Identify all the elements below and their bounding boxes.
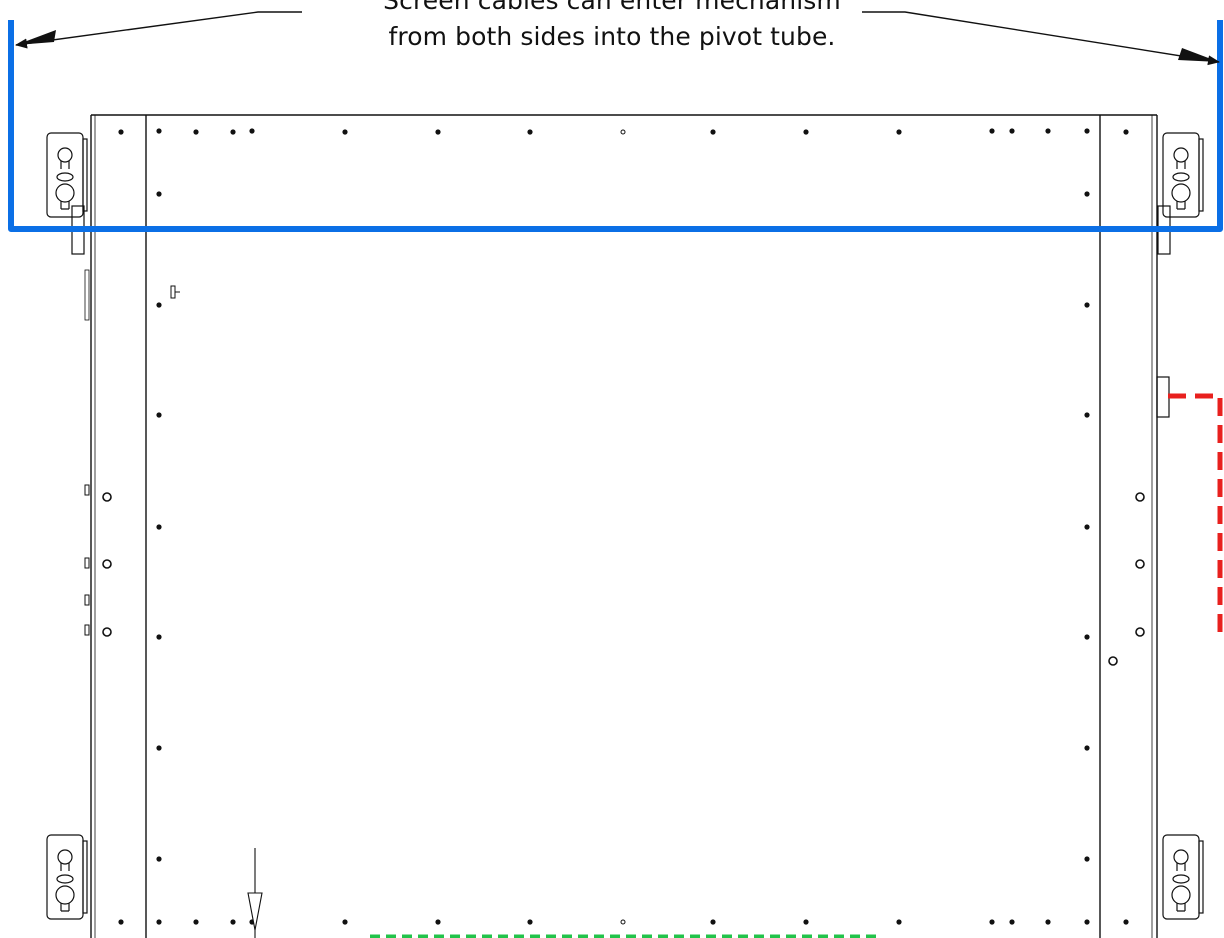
screw-hole-icon bbox=[710, 129, 716, 135]
cable-path-blue bbox=[8, 20, 1223, 232]
screw-hole-icon bbox=[710, 919, 716, 925]
screw-hole-icon bbox=[1009, 128, 1015, 134]
screw-hole-icon bbox=[249, 128, 255, 134]
screw-hole-icon bbox=[1123, 129, 1129, 135]
keyhole-brackets bbox=[46, 132, 1204, 920]
screw-hole-icon bbox=[1084, 128, 1090, 134]
screw-hole-icon bbox=[620, 919, 626, 925]
screw-hole-icon bbox=[342, 129, 348, 135]
screw-hole-icon bbox=[1084, 745, 1090, 751]
screw-hole-icon bbox=[156, 919, 162, 925]
screw-hole-icon bbox=[156, 191, 162, 197]
screw-hole-icon bbox=[1084, 302, 1090, 308]
screen-panel bbox=[71, 114, 1171, 938]
screw-hole-icon bbox=[989, 128, 995, 134]
annotation-leaders bbox=[15, 11, 1220, 66]
keyhole-bracket-icon bbox=[1162, 834, 1204, 920]
fastener-holes bbox=[102, 128, 1145, 925]
screw-hole-icon bbox=[527, 129, 533, 135]
screw-hole-icon bbox=[102, 627, 112, 637]
screw-hole-icon bbox=[156, 634, 162, 640]
screw-hole-icon bbox=[1084, 524, 1090, 530]
screw-hole-icon bbox=[156, 856, 162, 862]
screw-hole-icon bbox=[1009, 919, 1015, 925]
screw-hole-icon bbox=[102, 559, 112, 569]
screw-hole-icon bbox=[435, 129, 441, 135]
keyhole-bracket-icon bbox=[1162, 132, 1204, 218]
screw-hole-icon bbox=[156, 412, 162, 418]
screw-hole-icon bbox=[1084, 856, 1090, 862]
screw-hole-icon bbox=[1135, 492, 1145, 502]
screw-hole-icon bbox=[803, 129, 809, 135]
screw-hole-icon bbox=[230, 919, 236, 925]
screw-hole-icon bbox=[1045, 919, 1051, 925]
screw-hole-icon bbox=[102, 492, 112, 502]
annotation-line-1: Screen cables can enter mechanism bbox=[383, 0, 841, 15]
keyhole-bracket-icon bbox=[46, 834, 88, 920]
screw-hole-icon bbox=[156, 745, 162, 751]
screw-hole-icon bbox=[1135, 627, 1145, 637]
screw-hole-icon bbox=[803, 919, 809, 925]
screw-hole-icon bbox=[435, 919, 441, 925]
annotation-line-2: from both sides into the pivot tube. bbox=[388, 22, 836, 51]
screw-hole-icon bbox=[1084, 191, 1090, 197]
screw-hole-icon bbox=[156, 302, 162, 308]
keyhole-bracket-icon bbox=[46, 132, 88, 218]
screw-hole-icon bbox=[1084, 634, 1090, 640]
screw-hole-icon bbox=[230, 129, 236, 135]
screw-hole-icon bbox=[620, 129, 626, 135]
arrow-icon bbox=[1178, 48, 1219, 62]
screw-hole-icon bbox=[342, 919, 348, 925]
screw-hole-icon bbox=[896, 129, 902, 135]
down-arrow bbox=[247, 848, 263, 938]
screw-hole-icon bbox=[156, 128, 162, 134]
screw-hole-icon bbox=[1108, 656, 1118, 666]
arrow-icon bbox=[16, 30, 56, 45]
screw-hole-icon bbox=[1084, 919, 1090, 925]
cable-path-red bbox=[1168, 393, 1223, 640]
screw-hole-icon bbox=[896, 919, 902, 925]
screw-hole-icon bbox=[193, 129, 199, 135]
screw-hole-icon bbox=[989, 919, 995, 925]
screw-hole-icon bbox=[1123, 919, 1129, 925]
screw-hole-icon bbox=[156, 524, 162, 530]
screw-hole-icon bbox=[118, 129, 124, 135]
screw-hole-icon bbox=[1045, 128, 1051, 134]
screw-hole-icon bbox=[1135, 559, 1145, 569]
screw-hole-icon bbox=[193, 919, 199, 925]
screw-hole-icon bbox=[527, 919, 533, 925]
screw-hole-icon bbox=[118, 919, 124, 925]
screw-hole-icon bbox=[1084, 412, 1090, 418]
